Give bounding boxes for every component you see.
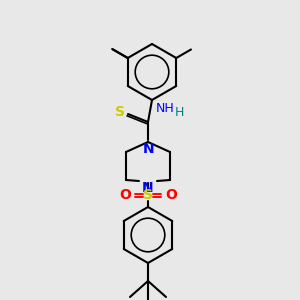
Text: N: N <box>143 142 155 156</box>
Text: H: H <box>175 106 184 118</box>
Text: O: O <box>165 188 177 202</box>
Text: S: S <box>115 105 125 119</box>
Text: O: O <box>119 188 131 202</box>
Text: S: S <box>143 188 153 202</box>
Text: NH: NH <box>156 101 175 115</box>
Text: N: N <box>142 181 154 195</box>
